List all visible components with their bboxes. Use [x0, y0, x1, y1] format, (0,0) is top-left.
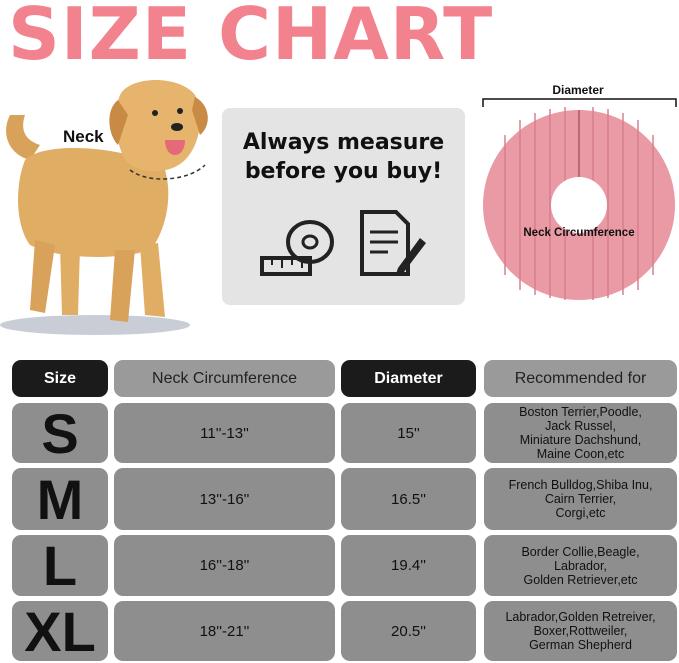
diameter-cell: 16.5'' — [341, 468, 476, 530]
neck-label: Neck — [63, 127, 104, 146]
measuring-tape-icon — [260, 220, 334, 276]
neck-cell: 13''-16'' — [114, 468, 335, 530]
measure-text-line2: before you buy! — [244, 159, 443, 184]
document-pen-icon — [360, 210, 426, 276]
neck-cell: 16''-18'' — [114, 535, 335, 596]
size-cell: L — [12, 534, 108, 597]
neck-cell: 11''-13'' — [114, 403, 335, 463]
breed-line: Labrador, — [554, 558, 607, 573]
breed-line: Cairn Terrier, — [544, 492, 617, 506]
diameter-cell: 20.5'' — [341, 601, 476, 661]
breed-line: Miniature Dachshund, — [519, 433, 642, 447]
size-cell: M — [12, 468, 108, 531]
header-diameter: Diameter — [341, 360, 476, 397]
breed-line: Golden Retriever,etc — [523, 572, 638, 587]
diameter-cell: 19.4'' — [341, 535, 476, 596]
recommended-cell: Border Collie,Beagle, Labrador, Golden Ret… — [484, 535, 677, 596]
diameter-cell: 15'' — [341, 403, 476, 463]
recommended-breeds: French Bulldog,Shiba Inu, Cairn Terrier, C… — [509, 478, 653, 520]
recommended-cell: French Bulldog,Shiba Inu, Cairn Terrier, C… — [484, 468, 677, 530]
header-size: Size — [12, 360, 108, 397]
measure-text-line1: Always measure — [242, 130, 445, 155]
measure-reminder: Always measure before you buy! — [222, 108, 465, 305]
recommended-breeds: Boston Terrier,Poodle, Jack Russel, Miniat… — [519, 405, 642, 461]
breed-line: Maine Coon,etc — [536, 447, 625, 461]
cone-illustration — [482, 98, 677, 300]
diameter-label: Diameter — [552, 83, 604, 97]
breed-line: German Shepherd — [529, 638, 632, 652]
size-cell: S — [12, 402, 108, 465]
recommended-breeds: Labrador,Golden Retreiver, Boxer,Rottweil… — [505, 610, 655, 652]
recommended-cell: Labrador,Golden Retreiver, Boxer,Rottweil… — [484, 601, 677, 661]
breed-line: Corgi,etc — [555, 506, 606, 520]
dog-illustration — [0, 80, 208, 335]
header-recommended: Recommended for — [484, 360, 677, 397]
breed-line: Boston Terrier,Poodle, — [519, 405, 642, 419]
size-cell: XL — [12, 600, 108, 663]
breed-line: Jack Russel, — [545, 419, 616, 433]
neck-circumference-label: Neck Circumference — [523, 227, 635, 239]
header-neck-circumference: Neck Circumference — [114, 360, 335, 397]
recommended-cell: Boston Terrier,Poodle, Jack Russel, Miniat… — [484, 403, 677, 463]
page-title: SIZE CHART — [8, 0, 494, 76]
breed-line: Boxer,Rottweiler, — [533, 624, 628, 638]
neck-cell: 18''-21'' — [114, 601, 335, 661]
breed-line: French Bulldog,Shiba Inu, — [508, 478, 653, 492]
breed-line: Border Collie,Beagle, — [521, 544, 640, 559]
recommended-breeds: Border Collie,Beagle, Labrador, Golden Ret… — [521, 545, 639, 587]
breed-line: Labrador,Golden Retreiver, — [505, 610, 656, 624]
